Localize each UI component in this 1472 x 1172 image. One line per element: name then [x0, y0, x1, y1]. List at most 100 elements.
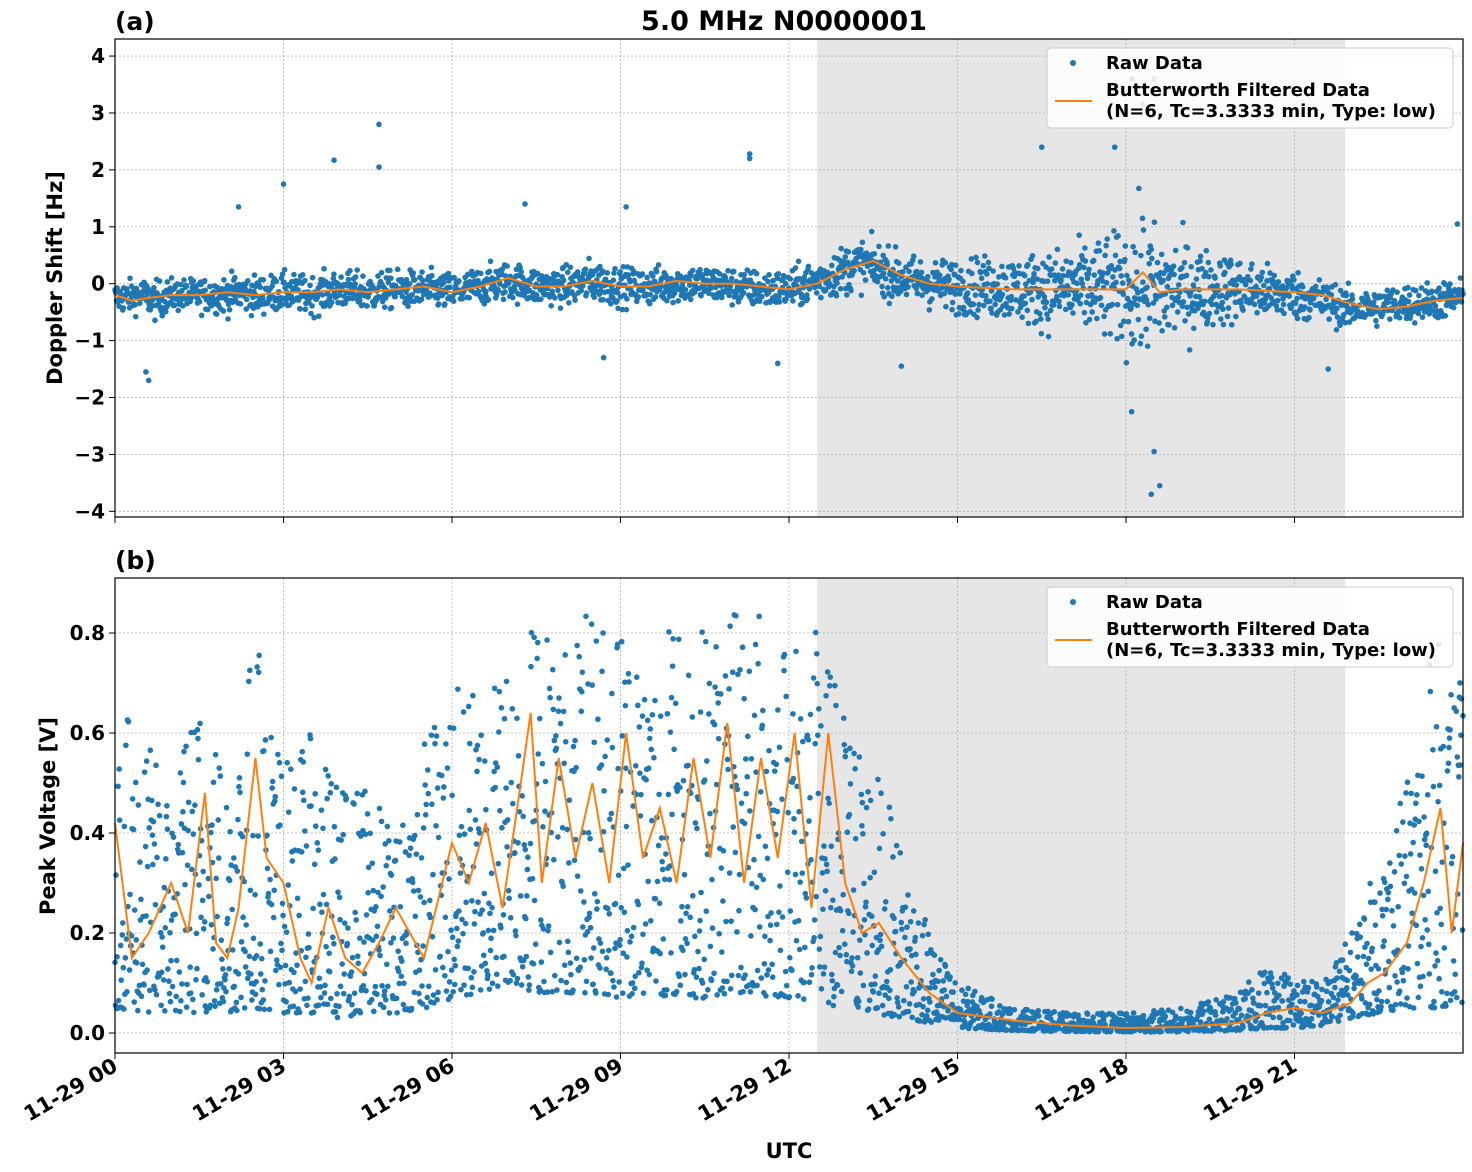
raw-data-point — [548, 302, 554, 309]
raw-data-point — [815, 790, 822, 797]
raw-data-point — [635, 294, 642, 300]
raw-data-point — [919, 932, 926, 939]
raw-data-point — [767, 922, 774, 929]
raw-data-point — [410, 270, 417, 276]
raw-data-point — [319, 909, 325, 915]
raw-data-point — [713, 644, 719, 650]
raw-data-point — [411, 989, 418, 996]
raw-data-point — [839, 927, 846, 934]
raw-data-point — [327, 995, 334, 1002]
raw-data-point — [767, 299, 773, 306]
raw-data-point — [144, 863, 151, 870]
raw-data-point — [510, 971, 517, 978]
raw-data-point — [208, 829, 214, 836]
raw-data-point — [149, 832, 156, 838]
raw-data-point — [372, 983, 379, 990]
raw-data-point — [418, 956, 424, 963]
raw-data-point — [763, 768, 770, 775]
raw-data-point — [323, 943, 329, 950]
raw-data-point — [1002, 274, 1009, 281]
raw-data-point — [314, 840, 321, 846]
raw-data-point — [736, 907, 742, 914]
raw-data-point — [161, 884, 168, 891]
raw-data-point — [744, 773, 751, 780]
raw-data-point — [852, 835, 859, 842]
raw-data-point — [598, 847, 604, 853]
raw-data-point — [636, 724, 643, 730]
raw-data-point — [709, 925, 716, 931]
raw-data-point — [469, 268, 475, 275]
raw-data-point — [655, 842, 662, 849]
raw-data-point — [388, 275, 394, 282]
raw-data-point — [1346, 319, 1353, 325]
raw-data-point — [1205, 259, 1212, 266]
legend-raw-marker — [1070, 60, 1076, 66]
legend-box — [1046, 47, 1454, 129]
raw-data-point — [254, 664, 260, 670]
raw-data-point — [165, 966, 171, 972]
raw-data-point — [703, 908, 710, 915]
raw-data-point — [173, 957, 180, 964]
raw-data-point — [686, 282, 693, 288]
raw-data-point — [408, 1005, 415, 1012]
raw-data-point — [877, 266, 883, 273]
raw-data-point — [862, 931, 868, 938]
raw-data-point — [1242, 281, 1249, 288]
raw-data-point — [1083, 299, 1090, 306]
raw-data-point — [1015, 309, 1021, 315]
raw-data-point — [257, 941, 264, 947]
raw-data-point — [808, 857, 814, 863]
raw-data-point — [424, 994, 431, 1001]
raw-data-point — [1300, 978, 1307, 985]
raw-data-point — [336, 292, 343, 298]
raw-data-point — [555, 834, 561, 840]
raw-data-point — [818, 985, 825, 992]
raw-data-point — [183, 743, 189, 750]
raw-data-point — [220, 966, 226, 972]
raw-data-point — [816, 283, 823, 290]
raw-data-point — [1248, 266, 1254, 272]
raw-data-point — [909, 1014, 915, 1021]
raw-data-point — [858, 246, 864, 253]
raw-data-point — [162, 924, 169, 931]
raw-data-point — [1052, 260, 1059, 266]
raw-data-point — [628, 933, 635, 940]
raw-data-point — [747, 989, 754, 995]
raw-data-point — [941, 290, 948, 297]
raw-data-point — [1045, 316, 1051, 322]
raw-data-point — [1209, 301, 1215, 308]
raw-data-point — [1078, 276, 1085, 282]
raw-data-point — [465, 703, 472, 710]
raw-data-point — [624, 296, 630, 302]
raw-data-point — [1217, 263, 1224, 269]
raw-data-point — [1045, 333, 1052, 340]
raw-data-point — [1054, 246, 1061, 253]
raw-data-point — [445, 270, 452, 277]
raw-data-point — [613, 994, 620, 1000]
raw-data-point — [271, 798, 278, 804]
raw-data-point — [867, 874, 873, 881]
raw-data-point — [994, 281, 1001, 287]
raw-data-point — [697, 709, 704, 715]
raw-data-point — [1035, 1007, 1042, 1014]
raw-data-point — [205, 875, 212, 882]
raw-data-point — [959, 987, 965, 993]
raw-data-point — [1108, 1027, 1114, 1033]
raw-data-point — [302, 828, 308, 834]
raw-data-point — [311, 861, 318, 868]
raw-data-point — [1275, 297, 1281, 304]
raw-data-point — [685, 672, 692, 679]
raw-data-point — [416, 990, 422, 997]
raw-data-point — [1419, 314, 1426, 321]
raw-data-point — [696, 965, 702, 972]
raw-data-point — [974, 314, 980, 321]
raw-data-point — [1373, 317, 1379, 324]
raw-data-point — [797, 716, 804, 722]
raw-data-point — [844, 292, 850, 298]
raw-data-point — [657, 950, 663, 957]
raw-data-point — [354, 267, 361, 273]
raw-data-point — [138, 896, 144, 903]
raw-data-point — [592, 990, 599, 996]
raw-data-point — [430, 992, 437, 998]
raw-data-point — [396, 980, 403, 987]
